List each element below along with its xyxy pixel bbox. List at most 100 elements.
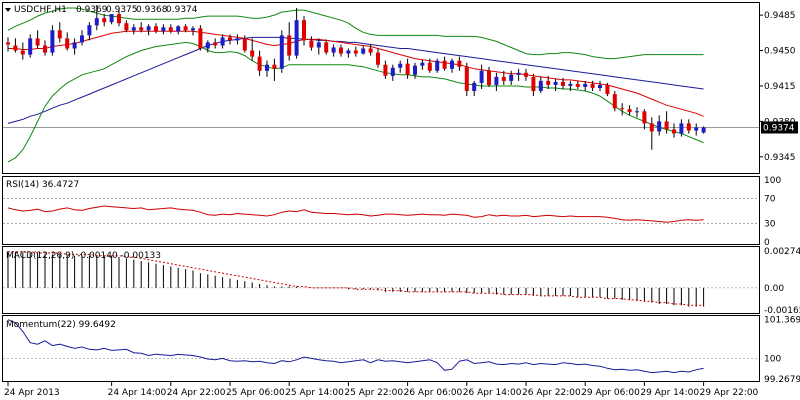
price-tick-label: 0.9345 — [764, 153, 796, 163]
candle-body — [553, 81, 558, 85]
candle-body — [124, 23, 129, 31]
candle-body — [57, 30, 62, 39]
candle-body — [242, 38, 247, 51]
momentum-pane: 101.3696 100 99.2679 — [3, 315, 800, 385]
candle-body — [309, 40, 314, 48]
candle-body — [649, 123, 654, 132]
candle-body — [331, 47, 336, 53]
momentum-tick-label: 100 — [764, 354, 781, 364]
ma-slow-line — [7, 36, 704, 124]
candle-body — [94, 18, 99, 26]
time-tick-label: 24 Apr 14:00 — [108, 388, 167, 398]
candle-body — [487, 70, 491, 85]
candle-body — [598, 85, 602, 88]
candle-body — [679, 123, 684, 134]
candle-body — [43, 45, 47, 53]
main-pane-frame — [2, 2, 760, 174]
price-tick-label: 0.9485 — [764, 11, 796, 21]
candle-body — [420, 62, 425, 66]
candle-body — [213, 42, 218, 46]
candle-body — [176, 26, 181, 32]
candle-body — [205, 42, 210, 49]
time-tick-label: 25 Apr 22:00 — [344, 388, 403, 398]
candle-body — [612, 94, 617, 109]
candle-body — [479, 70, 484, 83]
candle-body — [575, 83, 580, 87]
collapse-triangle-icon[interactable] — [5, 8, 11, 12]
rsi-tick-label: 0 — [764, 238, 770, 248]
candle-body — [228, 37, 232, 41]
candle-body — [642, 111, 647, 124]
momentum-tick-label: 99.2679 — [764, 375, 800, 385]
time-tick-label: 24 Apr 2013 — [4, 388, 60, 398]
candle-body — [546, 80, 551, 85]
candle-body — [6, 42, 10, 45]
macd-title: MACD(12,26,9) -0.00140 -0.00133 — [6, 251, 161, 261]
current-price-label: 0.9374 — [763, 124, 795, 134]
candle-body — [324, 42, 329, 53]
candle-body — [494, 76, 499, 85]
candle-body — [701, 127, 706, 133]
candle-body — [65, 38, 70, 49]
candle-body — [405, 63, 410, 75]
ohlc-close: 0.9374 — [166, 5, 198, 15]
candle-body — [220, 37, 225, 46]
candle-body — [376, 52, 380, 65]
time-tick-label: 29 Apr 22:00 — [700, 388, 759, 398]
candle-body — [672, 129, 676, 134]
candle-body — [109, 14, 114, 23]
candle-body — [72, 42, 77, 49]
candle-body — [531, 76, 536, 92]
candle-body — [353, 50, 358, 54]
candle-body — [398, 63, 403, 68]
candle-body — [472, 82, 477, 91]
candle-body — [316, 42, 321, 48]
candle-body — [583, 83, 588, 87]
rsi-title: RSI(14) 36.4727 — [6, 180, 79, 190]
candle-body — [435, 60, 440, 71]
time-axis: 24 Apr 2013 24 Apr 14:00 24 Apr 22:00 25 Ap… — [4, 382, 759, 398]
momentum-tick-label: 101.3696 — [764, 315, 800, 325]
momentum-pane-frame — [2, 315, 760, 382]
rsi-pane: 100 70 30 0 — [3, 176, 781, 248]
momentum-line — [7, 319, 704, 374]
macd-tick-label: 0.00274 — [764, 247, 800, 257]
candle-body — [168, 27, 173, 32]
ohlc-low: 0.9368 — [136, 5, 168, 15]
candle-body — [117, 14, 121, 24]
candle-body — [368, 48, 373, 53]
time-tick-label: 24 Apr 22:00 — [167, 388, 226, 398]
candle-body — [102, 18, 107, 23]
ohlc-high: 0.9375 — [106, 5, 138, 15]
candle-body — [516, 72, 521, 75]
candle-body — [620, 108, 625, 110]
candle-body — [590, 83, 595, 88]
candle-body — [413, 65, 417, 75]
candle-body — [183, 26, 188, 31]
time-tick-label: 29 Apr 14:00 — [640, 388, 699, 398]
candle-body — [265, 64, 269, 71]
rsi-tick-label: 30 — [764, 219, 776, 229]
candle-body — [50, 30, 55, 53]
candle-body — [20, 50, 25, 55]
price-tick-label: 0.9415 — [764, 82, 796, 92]
candle-body — [450, 60, 454, 69]
candle-body — [464, 66, 469, 91]
macd-tick-label: 0.00 — [764, 284, 784, 294]
candle-body — [257, 56, 262, 71]
bollinger-lower-line — [7, 41, 704, 163]
candle-body — [198, 28, 203, 49]
main-header: USDCHF,H1 0.9369 0.9375 0.9368 0.9374 — [5, 5, 198, 15]
candle-body — [294, 20, 299, 56]
candle-body — [664, 121, 669, 130]
candle-body — [80, 35, 84, 43]
time-tick-label: 26 Apr 06:00 — [404, 388, 463, 398]
time-tick-label: 26 Apr 22:00 — [522, 388, 581, 398]
rsi-pane-frame — [2, 176, 760, 245]
candle-body — [390, 67, 395, 76]
rsi-tick-label: 100 — [764, 176, 781, 186]
candle-body — [13, 45, 18, 51]
candle-body — [339, 47, 343, 54]
candle-body — [501, 76, 506, 81]
